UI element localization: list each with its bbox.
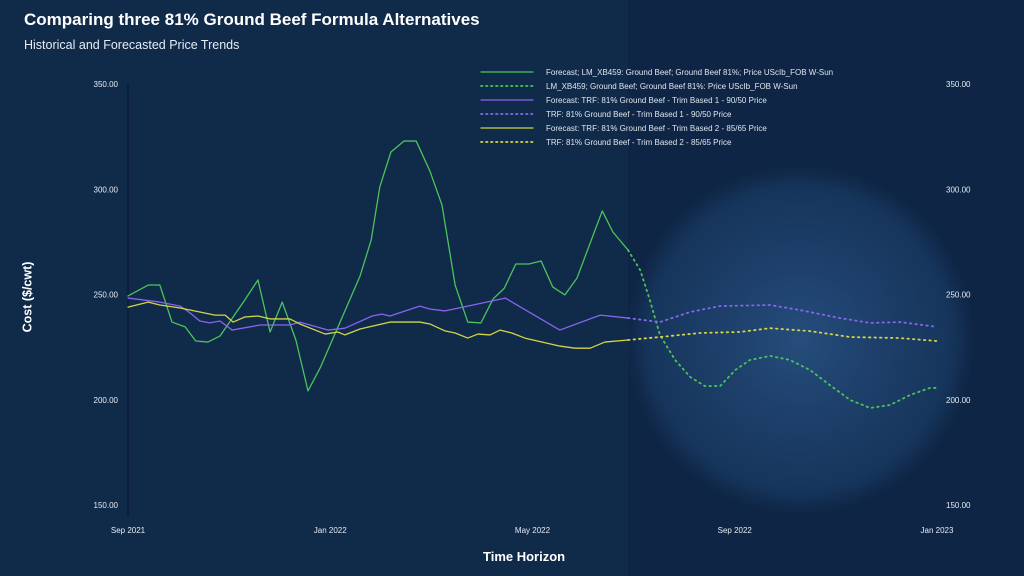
y-tick-label-left: 150.00 — [94, 501, 119, 510]
legend-swatch — [480, 141, 534, 143]
series-line-3 — [627, 304, 938, 328]
legend-swatch — [480, 113, 534, 115]
legend-item[interactable]: Forecast: TRF: 81% Ground Beef - Trim Ba… — [480, 93, 833, 107]
y-tick-label-left: 300.00 — [94, 185, 119, 194]
x-tick-label: Jan 2023 — [921, 526, 954, 535]
legend-label: TRF: 81% Ground Beef - Trim Based 1 - 90… — [546, 109, 732, 119]
legend-label: Forecast: TRF: 81% Ground Beef - Trim Ba… — [546, 123, 767, 133]
y-tick-label-right: 250.00 — [946, 291, 971, 300]
series-line-0 — [127, 140, 629, 392]
legend-label: Forecast; LM_XB459: Ground Beef; Ground … — [546, 67, 834, 77]
legend-swatch — [480, 85, 534, 87]
legend-item[interactable]: TRF: 81% Ground Beef - Trim Based 2 - 85… — [480, 135, 833, 149]
chart-title: Comparing three 81% Ground Beef Formula … — [24, 10, 480, 29]
legend: Forecast; LM_XB459: Ground Beef; Ground … — [480, 65, 833, 149]
series-line-1 — [627, 249, 938, 409]
x-tick-label: Jan 2022 — [314, 526, 347, 535]
y-tick-label-left: 200.00 — [94, 396, 119, 405]
y-tick-label-right: 350.00 — [946, 80, 971, 89]
series-line-4 — [127, 301, 629, 349]
y-tick-label-left: 250.00 — [94, 291, 119, 300]
series-line-2 — [127, 297, 629, 331]
y-tick-label-right: 150.00 — [946, 501, 971, 510]
x-tick-label: May 2022 — [515, 526, 551, 535]
x-axis-label: Time Horizon — [483, 549, 566, 564]
legend-label: LM_XB459; Ground Beef; Ground Beef 81%: … — [546, 81, 798, 91]
x-tick-label: Sep 2022 — [718, 526, 753, 535]
legend-swatch — [480, 99, 534, 101]
y-tick-label-right: 300.00 — [946, 185, 971, 194]
legend-item[interactable]: TRF: 81% Ground Beef - Trim Based 1 - 90… — [480, 107, 833, 121]
y-tick-label-left: 350.00 — [94, 80, 119, 89]
legend-item[interactable]: Forecast; LM_XB459: Ground Beef; Ground … — [480, 65, 833, 79]
legend-label: TRF: 81% Ground Beef - Trim Based 2 - 85… — [546, 137, 732, 147]
y-tick-label-right: 200.00 — [946, 396, 971, 405]
forecast-glow — [625, 165, 975, 515]
chart-subtitle: Historical and Forecasted Price Trends — [24, 38, 240, 52]
series-line-5 — [627, 327, 938, 342]
legend-item[interactable]: Forecast: TRF: 81% Ground Beef - Trim Ba… — [480, 121, 833, 135]
y-axis-label: Cost ($/cwt) — [20, 261, 35, 333]
legend-item[interactable]: LM_XB459; Ground Beef; Ground Beef 81%: … — [480, 79, 833, 93]
x-tick-label: Sep 2021 — [111, 526, 146, 535]
legend-swatch — [480, 127, 534, 129]
legend-label: Forecast: TRF: 81% Ground Beef - Trim Ba… — [546, 95, 767, 105]
legend-swatch — [480, 71, 534, 73]
